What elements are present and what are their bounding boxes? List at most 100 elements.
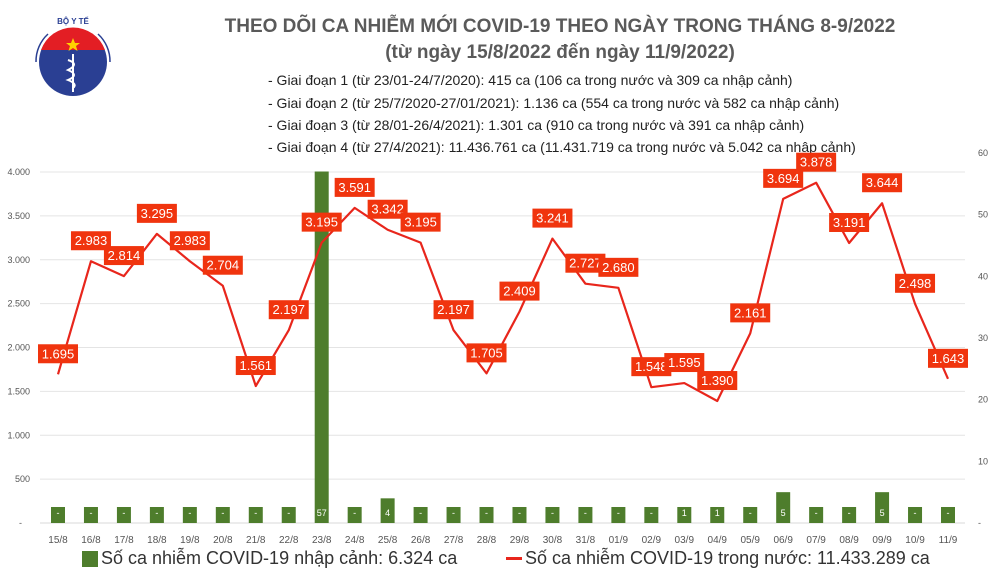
left-axis-tick: 1.000 (7, 430, 30, 440)
x-axis-tick: 07/9 (806, 535, 826, 546)
line-data-label: 1.561 (240, 358, 273, 373)
bar-data-label: - (551, 508, 554, 518)
line-data-label-box (664, 353, 705, 373)
bar (116, 507, 131, 523)
left-axis-tick: 2.500 (7, 299, 30, 309)
bar (512, 507, 527, 523)
bar-data-label: - (848, 508, 851, 518)
line-data-label: 3.195 (305, 215, 338, 230)
line-data-label: 1.643 (932, 351, 965, 366)
line-data-label-box (367, 199, 408, 219)
line-data-label-box (763, 168, 804, 188)
line-data-label: 3.878 (800, 155, 833, 170)
bar-data-label: - (188, 508, 191, 518)
chart-subtitle: (từ ngày 15/8/2022 đến ngày 11/9/2022) (385, 42, 735, 63)
bar (380, 498, 395, 523)
bar (644, 507, 659, 523)
left-axis-tick: 1.500 (7, 386, 30, 396)
line-data-label-box (532, 208, 573, 228)
line-data-label-box (136, 203, 177, 223)
note-phase-1: - Giai đoạn 1 (từ 23/01-24/7/2020): 415 … (268, 72, 793, 88)
line-data-label: 3.241 (536, 211, 569, 226)
line-data-label: 3.591 (338, 180, 371, 195)
line-data-label: 2.727 (569, 256, 602, 271)
x-axis-tick: 15/8 (48, 535, 68, 546)
bar-data-label: - (254, 508, 257, 518)
line-data-label-box (631, 357, 672, 377)
bar (677, 507, 692, 523)
line-data-label-box (38, 344, 78, 364)
note-phase-4: - Giai đoạn 4 (từ 27/4/2021): 11.436.761… (268, 139, 856, 155)
line-data-label-box (598, 257, 639, 277)
line-data-label-box (928, 348, 968, 368)
bar (743, 507, 758, 523)
line-data-label-box (697, 371, 738, 391)
x-axis-tick: 03/9 (675, 535, 695, 546)
bar (875, 492, 890, 523)
line-data-label: 2.498 (899, 276, 932, 291)
right-axis-tick: 60 (978, 148, 988, 158)
x-axis-tick: 26/8 (411, 535, 431, 546)
line-data-label-box (301, 212, 342, 232)
line-data-label: 2.409 (503, 284, 536, 299)
bar (908, 507, 923, 523)
left-axis-tick: - (19, 518, 22, 528)
line-data-label: 2.704 (207, 258, 240, 273)
line-data-label-box (895, 273, 936, 293)
bar-data-label: - (749, 508, 752, 518)
bar (776, 492, 791, 523)
bar (479, 507, 494, 523)
line-data-label-box (499, 281, 540, 301)
bar-data-label: 1 (682, 508, 687, 518)
x-axis-tick: 05/9 (740, 535, 760, 546)
legend-swatch-line (506, 557, 522, 560)
legend-swatch-bar (82, 550, 98, 567)
bar (545, 507, 560, 523)
line-data-label-box (862, 173, 903, 193)
x-axis-tick: 25/8 (378, 535, 398, 546)
left-axis-tick: 4.000 (7, 167, 30, 177)
bar (83, 507, 98, 523)
right-axis-tick: - (978, 518, 981, 528)
bar (248, 507, 263, 523)
ministry-of-health-logo: BỘ Y TẾ (35, 16, 111, 96)
bar-data-label: - (89, 508, 92, 518)
line-data-label: 1.695 (42, 346, 75, 361)
bar-data-label: - (353, 508, 356, 518)
x-axis-tick: 04/9 (708, 535, 728, 546)
line-data-label-box (202, 255, 243, 275)
line-data-label: 2.680 (602, 260, 635, 275)
line-data-label: 3.295 (141, 206, 174, 221)
x-axis-tick: 20/8 (213, 535, 233, 546)
bar-data-label: - (221, 508, 224, 518)
line-data-label-box (70, 231, 111, 251)
line-data-label-box (829, 212, 870, 232)
bar-data-label: - (419, 508, 422, 518)
bar (413, 507, 428, 523)
right-axis-tick: 50 (978, 210, 988, 220)
chart-title: THEO DÕI CA NHIỄM MỚI COVID-19 THEO NGÀY… (224, 16, 896, 37)
bar (446, 507, 461, 523)
x-axis-tick: 24/8 (345, 535, 365, 546)
line-data-label-box (235, 356, 276, 376)
bar (578, 507, 593, 523)
line-data-label-box (565, 253, 606, 273)
line-data-label-box (796, 152, 837, 172)
right-axis-tick: 40 (978, 271, 988, 281)
bar-data-label: - (815, 508, 818, 518)
bar-data-label: - (122, 508, 125, 518)
bar-data-label: - (485, 508, 488, 518)
right-axis-tick: 30 (978, 333, 988, 343)
right-axis-tick: 10 (978, 456, 988, 466)
line-data-label: 1.548 (635, 359, 668, 374)
left-axis-tick: 500 (15, 474, 30, 484)
line-data-label-box (730, 303, 771, 323)
x-axis-tick: 23/8 (312, 535, 332, 546)
x-axis-tick: 18/8 (147, 535, 167, 546)
bar-data-label: 5 (880, 508, 885, 518)
bar-data-label: 5 (781, 508, 786, 518)
line-data-label: 1.595 (668, 355, 701, 370)
bar-data-label: - (947, 508, 950, 518)
